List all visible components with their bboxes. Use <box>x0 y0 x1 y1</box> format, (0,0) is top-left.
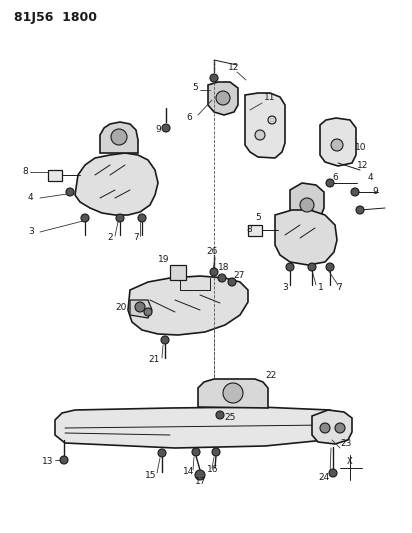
Circle shape <box>356 206 364 214</box>
Text: 5: 5 <box>192 84 198 93</box>
Circle shape <box>320 423 330 433</box>
Text: 7: 7 <box>336 284 342 293</box>
Circle shape <box>335 423 345 433</box>
Text: 18: 18 <box>218 263 229 272</box>
Text: 13: 13 <box>42 457 54 466</box>
Polygon shape <box>312 410 352 444</box>
Circle shape <box>216 91 230 105</box>
Text: 20: 20 <box>115 303 126 312</box>
Circle shape <box>210 268 218 276</box>
Polygon shape <box>248 225 262 236</box>
Polygon shape <box>275 210 337 265</box>
Text: 9: 9 <box>155 125 161 134</box>
Text: 25: 25 <box>224 414 235 423</box>
Polygon shape <box>320 118 356 166</box>
Circle shape <box>326 179 334 187</box>
Text: 15: 15 <box>145 471 157 480</box>
Circle shape <box>158 449 166 457</box>
Text: 1: 1 <box>318 284 324 293</box>
Circle shape <box>351 188 359 196</box>
Text: 3: 3 <box>28 228 34 237</box>
Circle shape <box>268 116 276 124</box>
Text: 5: 5 <box>255 214 261 222</box>
Circle shape <box>144 308 152 316</box>
Circle shape <box>81 214 89 222</box>
Text: 16: 16 <box>207 465 218 474</box>
Circle shape <box>162 124 170 132</box>
Circle shape <box>308 263 316 271</box>
Polygon shape <box>48 170 62 181</box>
Text: 3: 3 <box>282 284 288 293</box>
Circle shape <box>212 448 220 456</box>
Circle shape <box>329 469 337 477</box>
Circle shape <box>210 74 218 82</box>
Circle shape <box>255 130 265 140</box>
Text: 12: 12 <box>357 160 368 169</box>
Text: 8: 8 <box>246 225 252 235</box>
Circle shape <box>135 302 145 312</box>
Circle shape <box>228 278 236 286</box>
Text: 23: 23 <box>340 440 351 448</box>
Polygon shape <box>198 379 268 408</box>
Circle shape <box>218 274 226 282</box>
Text: 9: 9 <box>372 188 378 197</box>
Text: X: X <box>347 457 353 466</box>
Text: 27: 27 <box>233 271 244 279</box>
Circle shape <box>116 214 124 222</box>
Text: 14: 14 <box>183 467 194 477</box>
Text: 8: 8 <box>22 167 28 176</box>
Text: 17: 17 <box>195 478 206 487</box>
Polygon shape <box>55 407 340 448</box>
Polygon shape <box>170 265 186 280</box>
Circle shape <box>216 411 224 419</box>
Circle shape <box>161 336 169 344</box>
Circle shape <box>223 383 243 403</box>
Circle shape <box>192 448 200 456</box>
Circle shape <box>60 456 68 464</box>
Circle shape <box>331 139 343 151</box>
Text: 24: 24 <box>318 473 329 482</box>
Circle shape <box>138 214 146 222</box>
Polygon shape <box>100 122 138 153</box>
Text: 21: 21 <box>148 356 159 365</box>
Text: 11: 11 <box>264 93 276 102</box>
Text: 6: 6 <box>332 174 338 182</box>
Polygon shape <box>245 93 285 158</box>
Circle shape <box>326 263 334 271</box>
Polygon shape <box>290 183 324 222</box>
Text: 4: 4 <box>28 193 34 203</box>
Circle shape <box>66 188 74 196</box>
Polygon shape <box>128 276 248 335</box>
Polygon shape <box>208 82 238 115</box>
Text: 2: 2 <box>107 232 112 241</box>
Text: 6: 6 <box>186 114 192 123</box>
Text: 19: 19 <box>158 255 169 264</box>
Polygon shape <box>75 153 158 215</box>
Text: 10: 10 <box>355 143 367 152</box>
Polygon shape <box>130 300 152 318</box>
Text: 12: 12 <box>228 63 239 72</box>
Circle shape <box>286 263 294 271</box>
Circle shape <box>300 198 314 212</box>
Circle shape <box>111 129 127 145</box>
Text: 22: 22 <box>265 372 276 381</box>
Text: 81J56  1800: 81J56 1800 <box>14 12 97 25</box>
Text: 7: 7 <box>133 232 139 241</box>
Text: 26: 26 <box>206 247 218 256</box>
Text: 4: 4 <box>368 174 374 182</box>
Circle shape <box>195 470 205 480</box>
